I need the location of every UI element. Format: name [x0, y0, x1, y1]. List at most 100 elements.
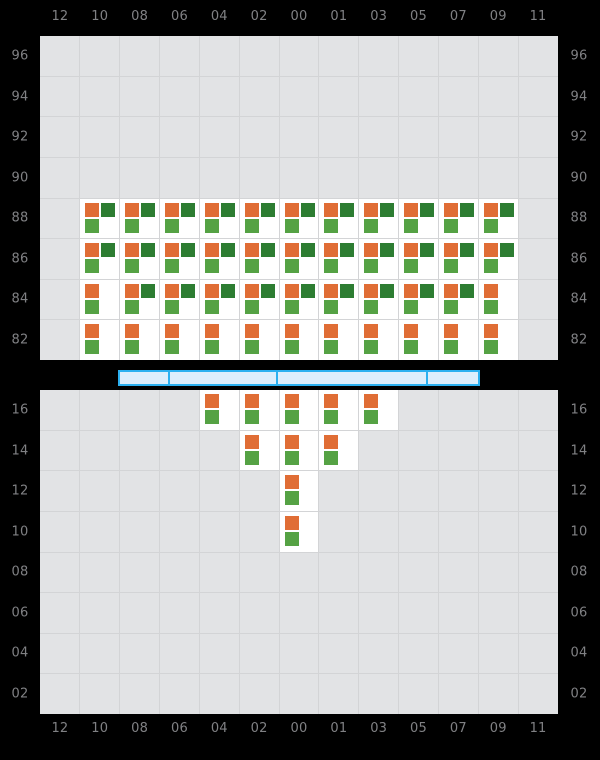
- data-cell[interactable]: [479, 280, 518, 320]
- data-cell[interactable]: [399, 199, 438, 239]
- empty-cell: [80, 471, 119, 511]
- empty-cell: [319, 593, 358, 633]
- data-cell[interactable]: [120, 280, 159, 320]
- data-cell[interactable]: [200, 320, 239, 360]
- empty-cell: [160, 674, 199, 714]
- data-cell[interactable]: [359, 239, 398, 279]
- data-cell[interactable]: [280, 199, 319, 239]
- orange-marker-square: [285, 394, 299, 408]
- data-cell[interactable]: [479, 320, 518, 360]
- empty-cell: [120, 158, 159, 198]
- data-cell[interactable]: [319, 320, 358, 360]
- data-cell[interactable]: [200, 199, 239, 239]
- data-cell[interactable]: [280, 280, 319, 320]
- range-segment[interactable]: [170, 372, 277, 384]
- data-cell[interactable]: [399, 280, 438, 320]
- cell-marker-group: [444, 324, 474, 354]
- data-cell[interactable]: [240, 390, 279, 430]
- data-cell[interactable]: [120, 199, 159, 239]
- empty-cell: [80, 674, 119, 714]
- data-cell[interactable]: [280, 390, 319, 430]
- data-cell[interactable]: [359, 390, 398, 430]
- data-cell[interactable]: [120, 239, 159, 279]
- data-cell[interactable]: [319, 431, 358, 471]
- light-green-marker-square: [245, 410, 259, 424]
- data-cell[interactable]: [280, 320, 319, 360]
- empty-cell: [200, 471, 239, 511]
- data-cell[interactable]: [280, 239, 319, 279]
- cell-marker-group: [285, 203, 315, 233]
- data-cell[interactable]: [200, 280, 239, 320]
- light-green-marker-square: [324, 300, 338, 314]
- empty-cell: [519, 320, 558, 360]
- data-cell[interactable]: [200, 239, 239, 279]
- empty-cell: [240, 553, 279, 593]
- data-cell[interactable]: [280, 431, 319, 471]
- empty-cell: [519, 158, 558, 198]
- range-segment[interactable]: [428, 372, 478, 384]
- data-cell[interactable]: [319, 390, 358, 430]
- data-cell[interactable]: [240, 320, 279, 360]
- orange-marker-square: [404, 324, 418, 338]
- cell-marker-group: [324, 203, 354, 233]
- data-cell[interactable]: [359, 280, 398, 320]
- cell-marker-group: [364, 284, 394, 314]
- dark-green-marker-square: [301, 394, 315, 408]
- data-cell[interactable]: [359, 199, 398, 239]
- cell-marker-group: [245, 243, 275, 273]
- data-cell[interactable]: [399, 239, 438, 279]
- data-cell[interactable]: [240, 199, 279, 239]
- orange-marker-square: [324, 324, 338, 338]
- data-cell[interactable]: [479, 239, 518, 279]
- data-cell[interactable]: [80, 199, 119, 239]
- data-cell[interactable]: [439, 280, 478, 320]
- top-chart-x-tick: 09: [478, 4, 518, 30]
- cell-marker-group: [85, 284, 115, 314]
- marker-slot-empty: [420, 259, 434, 273]
- data-cell[interactable]: [439, 239, 478, 279]
- data-cell[interactable]: [479, 199, 518, 239]
- data-cell[interactable]: [359, 320, 398, 360]
- cell-marker-group: [125, 284, 155, 314]
- data-cell[interactable]: [120, 320, 159, 360]
- empty-cell: [479, 512, 518, 552]
- data-cell[interactable]: [319, 199, 358, 239]
- dark-green-marker-square: [380, 243, 394, 257]
- data-cell[interactable]: [240, 280, 279, 320]
- empty-cell: [200, 553, 239, 593]
- data-cell[interactable]: [160, 280, 199, 320]
- data-cell[interactable]: [200, 390, 239, 430]
- data-cell[interactable]: [280, 512, 319, 552]
- data-cell[interactable]: [439, 199, 478, 239]
- data-cell[interactable]: [439, 320, 478, 360]
- top-chart-y-left-tick: 84: [0, 292, 40, 307]
- dark-green-marker-square: [500, 284, 514, 298]
- data-cell[interactable]: [319, 239, 358, 279]
- data-cell[interactable]: [280, 471, 319, 511]
- data-cell[interactable]: [80, 239, 119, 279]
- data-cell[interactable]: [240, 239, 279, 279]
- light-green-marker-square: [205, 340, 219, 354]
- marker-slot-empty: [340, 410, 354, 424]
- light-green-marker-square: [245, 300, 259, 314]
- marker-slot-empty: [420, 219, 434, 233]
- cell-marker-group: [364, 203, 394, 233]
- data-cell[interactable]: [160, 320, 199, 360]
- cell-marker-group: [245, 203, 275, 233]
- dark-green-marker-square: [340, 284, 354, 298]
- orange-marker-square: [285, 203, 299, 217]
- data-cell[interactable]: [319, 280, 358, 320]
- data-cell[interactable]: [399, 320, 438, 360]
- empty-cell: [200, 36, 239, 76]
- data-cell[interactable]: [160, 199, 199, 239]
- light-green-marker-square: [404, 219, 418, 233]
- range-segment[interactable]: [120, 372, 170, 384]
- bottom-chart-x-tick: 04: [199, 716, 239, 742]
- range-scrollbar[interactable]: [118, 370, 480, 386]
- data-cell[interactable]: [80, 280, 119, 320]
- range-segment[interactable]: [278, 372, 428, 384]
- data-cell[interactable]: [80, 320, 119, 360]
- empty-cell: [439, 634, 478, 674]
- data-cell[interactable]: [160, 239, 199, 279]
- data-cell[interactable]: [240, 431, 279, 471]
